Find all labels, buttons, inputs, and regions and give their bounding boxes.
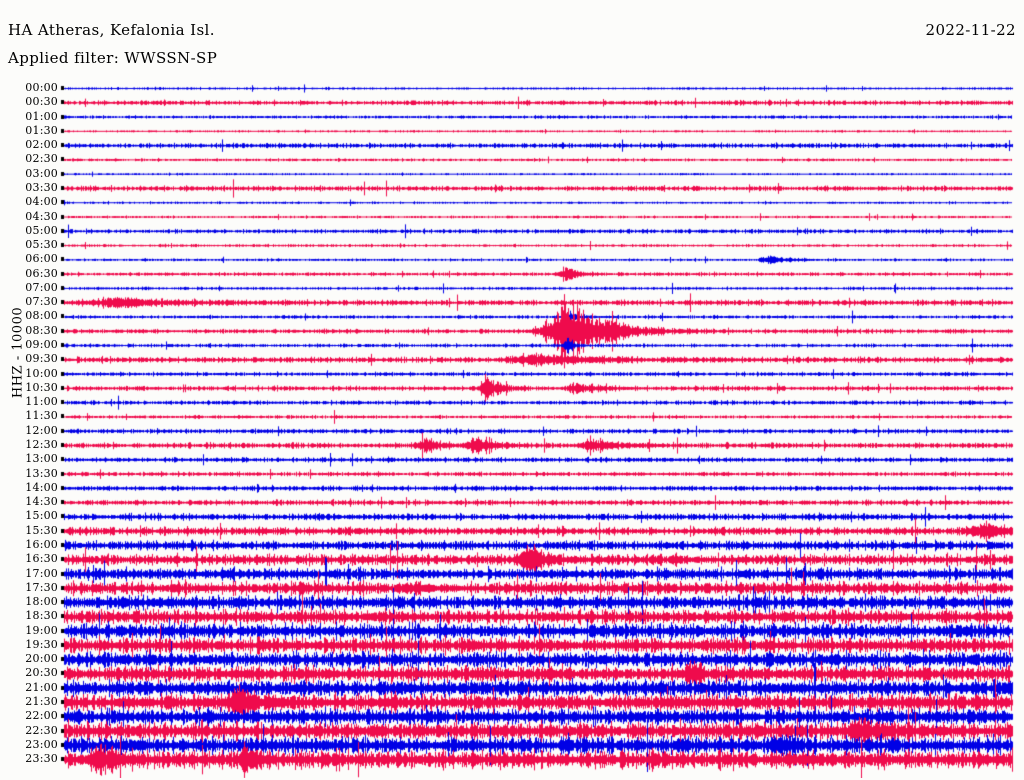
seismogram-traces: [0, 78, 1024, 778]
filter-label: Applied filter: WWSSN-SP: [8, 49, 218, 67]
helicorder-plot: [0, 78, 1024, 778]
date-label: 2022-11-22: [925, 21, 1016, 39]
page-title: HA Atheras, Kefalonia Isl.: [8, 21, 215, 39]
